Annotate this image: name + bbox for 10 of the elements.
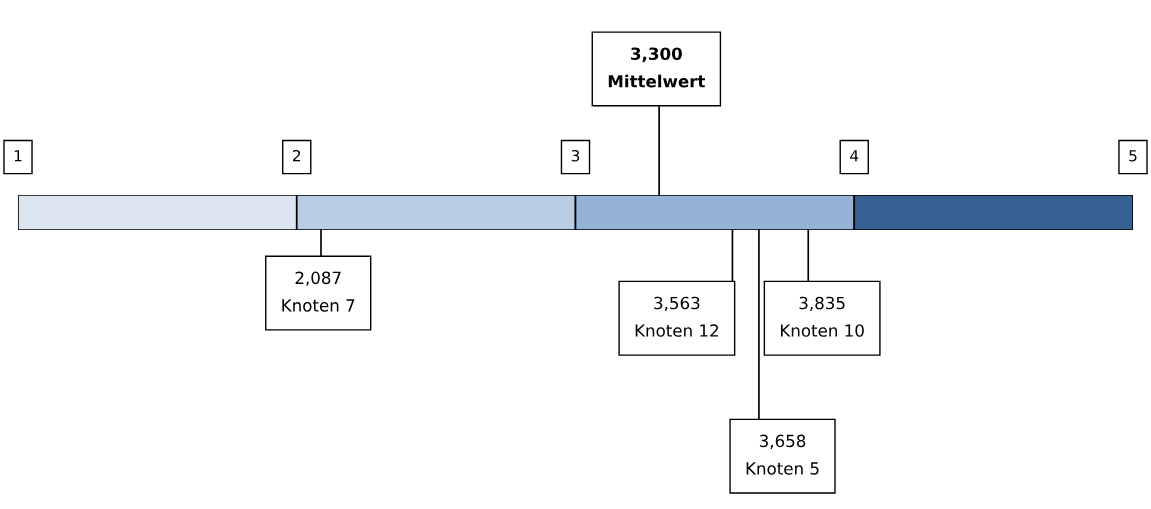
x-tick-label: 3: [571, 149, 580, 162]
ref-line-label: 3,300 Mittelwert: [608, 47, 706, 88]
ref-line-label: 2,087 Knoten 7: [282, 271, 355, 312]
x-tick-label: 4: [850, 150, 859, 162]
ref-line-label: 3,563 Knoten 12: [635, 296, 718, 337]
x-tick-label: 2: [293, 149, 301, 162]
x-tick-label: 1: [14, 150, 22, 162]
ref-line-label: 3,658 Knoten 5: [746, 434, 819, 475]
x-tick-label: 5: [1129, 150, 1137, 162]
ref-line-label: 3,835 Knoten 10: [781, 296, 864, 337]
